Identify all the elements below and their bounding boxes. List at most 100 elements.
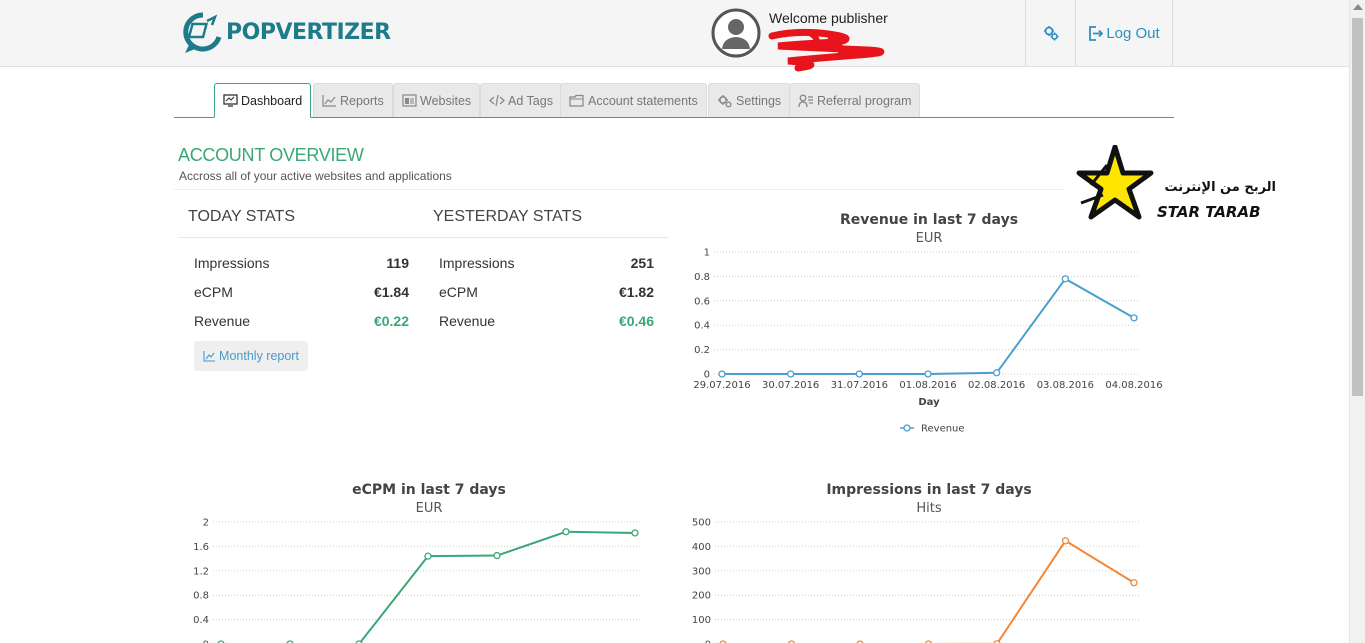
line-chart-icon — [203, 351, 216, 362]
data-point — [924, 370, 932, 378]
divider — [423, 237, 668, 238]
tab-reports[interactable]: Reports — [313, 83, 393, 117]
ecpm-chart: eCPM in last 7 days EUR 0 0.4 0.8 1.2 1.6 2 — [193, 482, 641, 643]
data-point — [631, 529, 639, 537]
brand-logo[interactable]: POPVERTIZER — [182, 10, 391, 54]
star-tarab-watermark: الربح من الإنترنت STAR TARAB — [1076, 145, 1276, 221]
line-chart-icon — [322, 95, 336, 107]
revenue-chart: Revenue in last 7 days EUR 0 0.2 0.4 0.6 0.8 1 2… — [693, 212, 1162, 435]
monitor-icon — [223, 94, 238, 107]
today-ecpm-value: €1.84 — [373, 284, 409, 300]
yesterday-impressions-label: Impressions — [439, 255, 515, 271]
settings-button[interactable] — [1025, 0, 1075, 66]
y-tick-label: 0.4 — [694, 321, 710, 332]
page-subtitle: Accross all of your active websites and … — [179, 169, 452, 183]
data-point — [718, 370, 726, 378]
chart-subtitle: EUR — [916, 231, 943, 246]
y-tick-label: 0 — [203, 640, 209, 643]
tab-ad-tags[interactable]: Ad Tags — [480, 83, 562, 117]
yesterday-ecpm-label: eCPM — [439, 284, 478, 300]
folder-icon — [569, 94, 584, 107]
data-point — [993, 640, 1001, 643]
logo-icon — [183, 12, 222, 53]
tab-label: Websites — [420, 93, 472, 108]
monthly-report-label: Monthly report — [219, 349, 299, 363]
y-tick-label: 400 — [692, 542, 711, 553]
gears-icon — [1043, 26, 1058, 41]
tab-label: Referral program — [817, 93, 912, 108]
chart-title: eCPM in last 7 days — [352, 482, 506, 498]
data-point — [1061, 537, 1070, 545]
tab-label: Settings — [736, 93, 782, 108]
yesterday-revenue-label: Revenue — [439, 313, 496, 329]
tab-websites[interactable]: Websites — [393, 83, 481, 117]
user-list-icon — [798, 94, 813, 107]
legend-label: Revenue — [921, 424, 965, 435]
scrollbar[interactable] — [1349, 0, 1365, 643]
impressions-chart: Impressions in last 7 days Hits 0 100 200 300… — [692, 482, 1140, 643]
chart-title: Impressions in last 7 days — [826, 482, 1031, 498]
series-line — [722, 277, 1135, 375]
watermark-brand: STAR TARAB — [1157, 203, 1261, 221]
chart-subtitle: Hits — [916, 501, 941, 516]
yesterday-revenue-value: €0.46 — [618, 313, 654, 329]
y-tick-label: 0.6 — [694, 296, 710, 307]
tab-dashboard[interactable]: Dashboard — [214, 83, 312, 118]
tab-settings[interactable]: Settings — [708, 83, 791, 117]
data-point — [1061, 275, 1069, 283]
user-panel: Welcome publisher — [711, 8, 888, 58]
today-stats-title: TODAY STATS — [188, 208, 295, 225]
yesterday-ecpm-value: €1.82 — [618, 284, 654, 300]
scrollbar-thumb[interactable] — [1352, 18, 1363, 396]
y-tick-label: 0 — [705, 640, 711, 643]
y-tick-label: 100 — [692, 615, 711, 626]
data-point — [493, 551, 501, 560]
tab-referral-program[interactable]: Referral program — [789, 83, 921, 117]
y-tick-label: 0.4 — [193, 615, 209, 626]
monthly-report-button[interactable]: Monthly report — [194, 341, 308, 371]
yesterday-stats-title: YESTERDAY STATS — [433, 208, 583, 225]
tab-account-statements[interactable]: Account statements — [560, 83, 707, 117]
browser-icon — [402, 94, 417, 107]
tab-label: Ad Tags — [508, 93, 553, 108]
chart-subtitle: EUR — [416, 501, 443, 516]
today-impressions-label: Impressions — [194, 255, 270, 271]
data-point — [787, 370, 795, 378]
data-point — [1130, 579, 1138, 587]
legend-marker — [903, 424, 911, 432]
y-tick-label: 300 — [692, 566, 711, 577]
main-tabs: Dashboard Reports Websites Ad Tags Accou… — [174, 83, 1174, 118]
avatar-icon[interactable] — [711, 8, 761, 58]
data-point — [855, 370, 863, 378]
x-tick-label: 01.08.2016 — [899, 380, 956, 391]
y-tick-label: 2 — [203, 518, 209, 529]
logout-label: Log Out — [1106, 24, 1160, 42]
x-tick-label: 02.08.2016 — [968, 380, 1025, 391]
series-line — [723, 539, 1135, 643]
x-tick-label: 31.07.2016 — [831, 380, 888, 391]
tab-label: Dashboard — [241, 93, 303, 108]
logout-button[interactable]: Log Out — [1075, 0, 1173, 66]
chart-title: Revenue in last 7 days — [840, 212, 1018, 228]
x-tick-label: 30.07.2016 — [762, 380, 819, 391]
tab-label: Reports — [340, 93, 384, 108]
yesterday-impressions-value: 251 — [630, 255, 654, 271]
y-tick-label: 1.6 — [193, 542, 209, 553]
today-ecpm-label: eCPM — [194, 284, 233, 300]
data-point — [993, 369, 1001, 377]
y-tick-label: 200 — [692, 591, 711, 602]
header: POPVERTIZER Welcome publisher Log Out — [0, 0, 1349, 72]
scroll-up-arrow-icon[interactable] — [1353, 4, 1363, 10]
gears-icon — [718, 94, 732, 107]
data-point — [424, 552, 432, 560]
welcome-text: Welcome publisher — [769, 10, 888, 26]
y-tick-label: 0 — [704, 370, 710, 381]
x-tick-label: 29.07.2016 — [693, 380, 750, 391]
today-revenue-value: €0.22 — [373, 313, 409, 329]
brand-name: POPVERTIZER — [226, 19, 391, 45]
data-point — [562, 528, 570, 536]
x-axis-label: Day — [918, 397, 940, 408]
y-tick-label: 0.8 — [193, 591, 209, 602]
y-tick-label: 0.8 — [694, 272, 710, 283]
